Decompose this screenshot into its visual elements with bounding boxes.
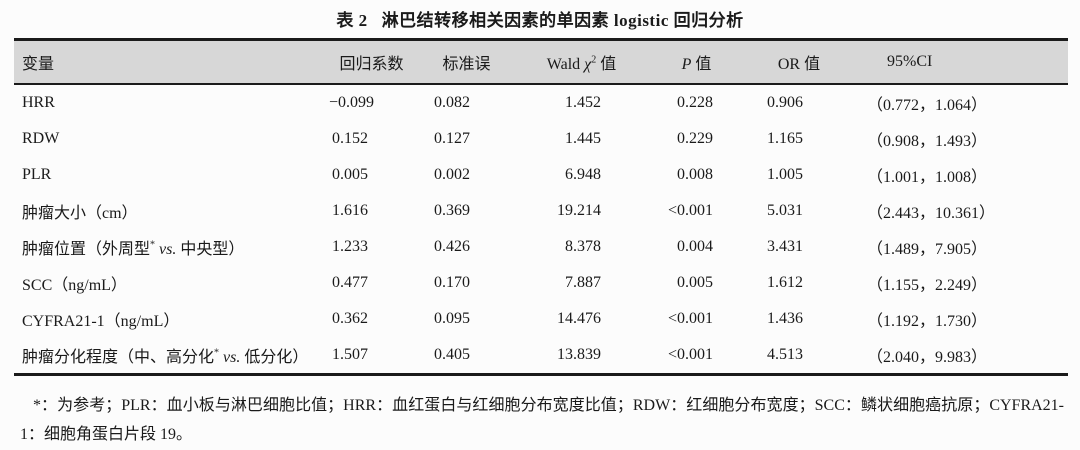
- vs-label: vs.: [155, 241, 181, 258]
- table-row: SCC（ng/mL） 0.477 0.170 7.887 0.005 1.612…: [14, 265, 1068, 301]
- column-header-coefficient: 回归系数: [329, 39, 414, 85]
- variable-label: PLR: [22, 166, 52, 183]
- coefficient-cell: −0.099: [329, 94, 375, 111]
- column-header-95ci: 95%CI: [849, 39, 1068, 85]
- ci-cell: （1.001，1.008）: [867, 169, 988, 186]
- column-header-or-value: OR 值: [749, 39, 849, 85]
- coefficient-cell: 0.005: [332, 166, 368, 183]
- wald-cell: 13.839: [557, 346, 601, 363]
- or-value-cell: 1.165: [767, 130, 803, 147]
- table-title-text: 淋巴结转移相关因素的单因素 logistic 回归分析: [381, 11, 744, 30]
- variable-cell: 肿瘤大小（cm）: [14, 193, 329, 229]
- variable-cell: CYFRA21-1（ng/mL）: [14, 301, 329, 337]
- variable-cell: SCC（ng/mL）: [14, 265, 329, 301]
- standard-error-cell: 0.127: [434, 130, 470, 147]
- page-title: 表 2 淋巴结转移相关因素的单因素 logistic 回归分析: [0, 6, 1080, 31]
- variable-label-post: 低分化）: [244, 349, 309, 366]
- or-value-cell: 0.906: [767, 94, 803, 111]
- wald-cell: 1.452: [565, 94, 601, 111]
- wald-cell: 6.948: [565, 166, 601, 183]
- coefficient-cell: 0.477: [332, 274, 368, 291]
- p-value-cell: 0.229: [677, 130, 713, 147]
- table-row: CYFRA21-1（ng/mL） 0.362 0.095 14.476 <0.0…: [14, 301, 1068, 337]
- table-row: 肿瘤位置（外周型* vs. 中央型） 1.233 0.426 8.378 0.0…: [14, 229, 1068, 265]
- or-value-cell: 3.431: [767, 238, 803, 255]
- column-header-wald-chi2: Wald χ2 值: [519, 39, 644, 85]
- standard-error-cell: 0.369: [434, 202, 470, 219]
- wald-cell: 19.214: [557, 202, 601, 219]
- or-value-cell: 1.612: [767, 274, 803, 291]
- variable-label-post: 中央型）: [180, 241, 245, 258]
- variable-label: RDW: [22, 130, 60, 147]
- vs-label: vs.: [219, 349, 245, 366]
- variable-label: HRR: [22, 94, 55, 111]
- variable-cell: 肿瘤分化程度（中、高分化* vs. 低分化）: [14, 337, 329, 375]
- table-footnote: *：为参考；PLR：血小板与淋巴细胞比值；HRR：血红蛋白与红细胞分布宽度比值；…: [20, 397, 1064, 443]
- standard-error-cell: 0.426: [434, 238, 470, 255]
- wald-cell: 1.445: [565, 130, 601, 147]
- wald-cell: 14.476: [557, 310, 601, 327]
- table-row: HRR −0.099 0.082 1.452 0.228 0.906 （0.77…: [14, 84, 1068, 121]
- table-row: RDW 0.152 0.127 1.445 0.229 1.165 （0.908…: [14, 121, 1068, 157]
- p-value-cell: 0.228: [677, 94, 713, 111]
- variable-cell: 肿瘤位置（外周型* vs. 中央型）: [14, 229, 329, 265]
- variable-cell: HRR: [14, 84, 329, 121]
- table-row: 肿瘤分化程度（中、高分化* vs. 低分化） 1.507 0.405 13.83…: [14, 337, 1068, 375]
- ci-cell: （2.443，10.361）: [867, 205, 996, 222]
- ci-cell: （1.489，7.905）: [867, 241, 988, 258]
- p-symbol: P: [681, 56, 692, 73]
- header-row: 变量 回归系数 标准误 Wald χ2 值 P 值 OR 值 95%CI: [14, 39, 1068, 85]
- p-value-cell: 0.005: [677, 274, 713, 291]
- wald-label-post: 值: [596, 56, 617, 73]
- table-row: 肿瘤大小（cm） 1.616 0.369 19.214 <0.001 5.031…: [14, 193, 1068, 229]
- variable-cell: RDW: [14, 121, 329, 157]
- ci-cell: （2.040，9.983）: [867, 349, 988, 366]
- column-header-standard-error: 标准误: [414, 39, 519, 85]
- standard-error-cell: 0.002: [434, 166, 470, 183]
- standard-error-cell: 0.170: [434, 274, 470, 291]
- or-value-cell: 4.513: [767, 346, 803, 363]
- reference-asterisk: *: [214, 347, 220, 359]
- table-row: PLR 0.005 0.002 6.948 0.008 1.005 （1.001…: [14, 157, 1068, 193]
- regression-table: 变量 回归系数 标准误 Wald χ2 值 P 值 OR 值 95%CI HRR…: [14, 38, 1068, 376]
- table-number: 表 2: [336, 11, 368, 30]
- or-value-cell: 1.436: [767, 310, 803, 327]
- column-header-variable: 变量: [14, 39, 329, 85]
- standard-error-cell: 0.405: [434, 346, 470, 363]
- variable-label: CYFRA21-1（ng/mL）: [22, 313, 180, 330]
- coefficient-cell: 1.233: [332, 238, 368, 255]
- coefficient-cell: 0.362: [332, 310, 368, 327]
- or-value-cell: 1.005: [767, 166, 803, 183]
- coefficient-cell: 1.507: [332, 346, 368, 363]
- variable-label: SCC（ng/mL）: [22, 277, 127, 294]
- column-header-p-value: P 值: [644, 39, 749, 85]
- p-value-cell: <0.001: [667, 310, 713, 327]
- standard-error-cell: 0.095: [434, 310, 470, 327]
- coefficient-cell: 0.152: [332, 130, 368, 147]
- chi-superscript: 2: [591, 54, 597, 66]
- p-value-cell: 0.008: [677, 166, 713, 183]
- wald-label-pre: Wald: [546, 56, 585, 73]
- ci-cell: （0.772，1.064）: [867, 97, 988, 114]
- ci-cell: （0.908，1.493）: [867, 133, 988, 150]
- p-value-cell: <0.001: [667, 346, 713, 363]
- variable-label: 肿瘤位置（外周型: [22, 241, 151, 258]
- p-value-cell: 0.004: [677, 238, 713, 255]
- wald-cell: 7.887: [565, 274, 601, 291]
- reference-asterisk: *: [150, 239, 156, 251]
- chi-symbol: χ: [584, 56, 592, 73]
- ci-cell: （1.155，2.249）: [867, 277, 988, 294]
- or-value-cell: 5.031: [767, 202, 803, 219]
- p-label-post: 值: [691, 56, 712, 73]
- wald-cell: 8.378: [565, 238, 601, 255]
- coefficient-cell: 1.616: [332, 202, 368, 219]
- variable-label: 肿瘤大小（cm）: [22, 205, 138, 222]
- variable-label: 肿瘤分化程度（中、高分化: [22, 349, 215, 366]
- p-value-cell: <0.001: [667, 202, 713, 219]
- ci-cell: （1.192，1.730）: [867, 313, 988, 330]
- standard-error-cell: 0.082: [434, 94, 470, 111]
- variable-cell: PLR: [14, 157, 329, 193]
